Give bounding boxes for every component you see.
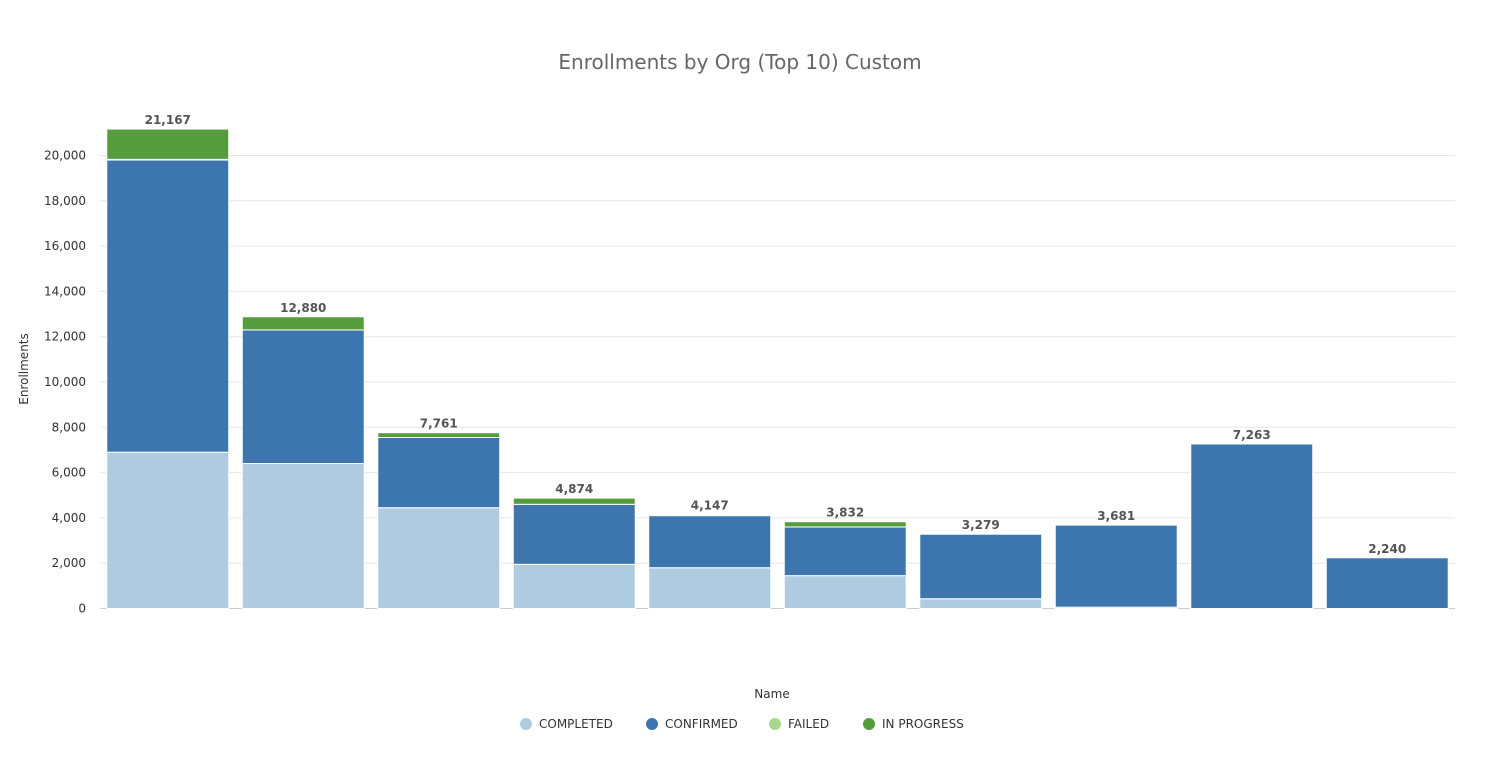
bar-total-label: 7,761 [420,417,458,431]
bar-segment-in-progress [241,316,365,331]
bar-segment-confirmed [241,329,365,465]
bar-segment-confirmed [1190,443,1314,609]
bar-total-label: 2,240 [1368,542,1406,556]
y-tick-label: 2,000 [52,556,86,570]
bar-segment-completed [919,598,1043,609]
bar-segment-confirmed [919,533,1043,600]
bar-total-label: 4,874 [555,482,593,496]
legend-swatch [520,718,532,730]
y-tick-label: 8,000 [52,420,86,434]
legend-label: CONFIRMED [665,717,738,731]
legend-swatch [863,718,875,730]
bar-segment-completed [648,567,772,609]
bar-total-label: 3,832 [826,506,864,520]
bar-total-label: 12,880 [280,301,326,315]
y-axis-ticks: 0 2,000 4,000 6,000 8,000 10,000 12,000 14,000 1… [44,149,86,616]
legend-swatch [646,718,658,730]
bar-segment-in-progress [512,497,636,505]
x-axis-title: Name [754,687,789,701]
y-tick-label: 20,000 [44,149,86,163]
bar-segment-confirmed [783,526,907,577]
legend-label: COMPLETED [539,717,613,731]
bar-segment-confirmed [106,159,230,453]
legend-item-failed[interactable]: FAILED [769,717,829,731]
y-tick-label: 0 [78,602,86,616]
legend-item-completed[interactable]: COMPLETED [520,717,613,731]
y-tick-label: 12,000 [44,330,86,344]
bar-segment-confirmed [512,503,636,565]
bar-segment-in-progress [648,514,772,517]
legend: COMPLETED CONFIRMED FAILED IN PROGRESS [520,717,964,731]
bar-total-label: 4,147 [691,499,729,513]
total-labels: 21,167 12,880 7,761 4,874 4,147 3,832 3,279 3,6… [145,113,1407,556]
legend-label: IN PROGRESS [882,717,964,731]
bar-segment-completed [512,563,636,610]
legend-label: FAILED [788,717,829,731]
bar-segment-in-progress [377,432,501,438]
bar-segment-confirmed [648,515,772,569]
bar-segment-completed [241,463,365,610]
y-tick-label: 14,000 [44,284,86,298]
chart-title: Enrollments by Org (Top 10) Custom [558,50,921,74]
bar-segment-confirmed [377,436,501,509]
bar-total-label: 3,279 [962,518,1000,532]
bar-total-label: 7,263 [1233,428,1271,442]
bar-segment-confirmed [1325,557,1449,609]
y-tick-label: 18,000 [44,194,86,208]
bar-segment-completed [783,575,907,609]
bar-segment-in-progress [106,128,230,160]
legend-item-confirmed[interactable]: CONFIRMED [646,717,738,731]
bar-total-label: 21,167 [145,113,191,127]
bar-total-label: 3,681 [1097,509,1135,523]
y-axis-title: Enrollments [17,333,31,405]
y-tick-label: 4,000 [52,511,86,525]
y-tick-label: 16,000 [44,239,86,253]
bars [106,128,1449,610]
bar-segment-confirmed [1054,524,1178,608]
bar-segment-in-progress [783,521,907,528]
bar-segment-completed [377,507,501,609]
legend-item-in-progress[interactable]: IN PROGRESS [863,717,964,731]
y-tick-label: 10,000 [44,375,86,389]
y-tick-label: 6,000 [52,466,86,480]
bar-segment-completed [106,451,230,609]
legend-swatch [769,718,781,730]
